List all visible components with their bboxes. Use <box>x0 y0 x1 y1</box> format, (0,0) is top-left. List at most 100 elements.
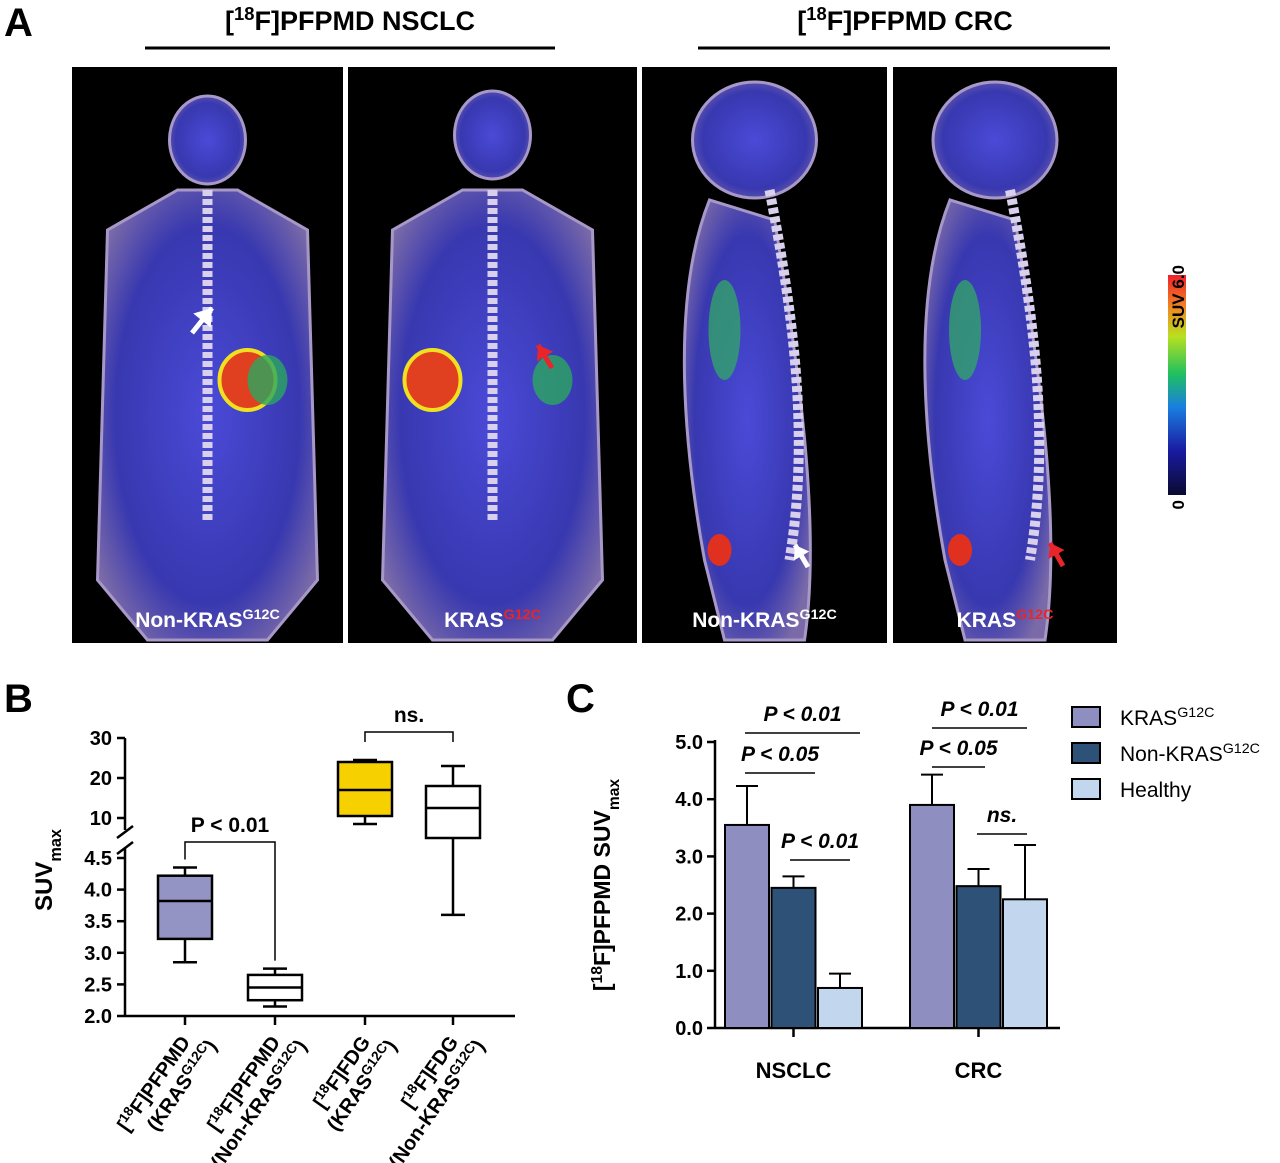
box <box>424 784 482 840</box>
legend-label-part: Non-KRAS <box>1120 743 1223 766</box>
panel-header-part: F]PFPMD NSCLC <box>254 6 474 36</box>
pet-scan <box>348 67 637 643</box>
y-tick-label: 0.0 <box>675 1018 703 1040</box>
y-tick-label: 4.0 <box>675 789 703 811</box>
y-axis-label-sub: max <box>47 829 65 862</box>
panel-header-part: F]PFPMD CRC <box>827 6 1013 36</box>
spine <box>764 189 804 561</box>
x-tick-label: NSCLC <box>756 1058 832 1083</box>
y-tick-label: 4.5 <box>84 848 112 870</box>
color-bar-bottom-label: 0 <box>1169 500 1188 509</box>
scan-label-part: Non-KRAS <box>692 609 799 632</box>
legend-swatch <box>1071 778 1101 800</box>
arrow-head <box>1048 543 1065 560</box>
scan-label-part: KRAS <box>444 609 504 632</box>
bar <box>909 803 955 1029</box>
bar <box>770 886 817 1029</box>
significance-bracket <box>364 731 454 742</box>
x-tick-label: CRC <box>955 1058 1003 1083</box>
bar <box>724 823 770 1029</box>
y-tick-label: 3.5 <box>84 911 112 933</box>
panel-letter: B <box>4 677 33 721</box>
panel-header: [18F]PFPMD NSCLC <box>225 3 475 37</box>
legend-swatch <box>1071 742 1101 764</box>
y-axis-label-part: [ <box>589 983 615 991</box>
scan-label-sup: G12C <box>1016 607 1053 623</box>
legend-label-part: Healthy <box>1120 779 1192 802</box>
arrow-head <box>193 308 212 328</box>
y-tick-label: 30 <box>90 728 112 750</box>
axis-break <box>116 841 134 855</box>
x-tick-label: [18F]PFPMD(KRASG12C) <box>114 1032 222 1135</box>
y-axis-label: SUVmax <box>31 829 65 911</box>
y-tick-label: 3.0 <box>675 846 703 868</box>
panel-header-sup: 18 <box>806 3 826 24</box>
significance-bracket <box>184 841 276 961</box>
y-tick-label: 2.0 <box>84 1006 112 1028</box>
pet-scan <box>642 67 887 643</box>
uptake <box>948 534 972 566</box>
significance-label: P < 0.01 <box>781 830 859 853</box>
legend-label-sup: G12C <box>1223 741 1260 757</box>
significance-label: P < 0.05 <box>919 737 997 760</box>
panel-letter: A <box>4 1 33 45</box>
arrow-head <box>793 545 810 561</box>
panel-header: [18F]PFPMD CRC <box>797 3 1012 37</box>
panel-letter: C <box>566 677 595 721</box>
axis-break <box>116 825 134 839</box>
head <box>931 80 1059 200</box>
color-bar-top-label: SUV 6.0 <box>1169 265 1188 328</box>
legend-label: Healthy <box>1120 779 1192 802</box>
uptake <box>949 280 981 380</box>
x-tick-label: [18F]FDG(KRASG12C) <box>310 1032 402 1135</box>
y-tick-label: 4.0 <box>84 880 112 902</box>
significance-label: ns. <box>394 704 424 727</box>
significance-label: ns. <box>987 804 1017 827</box>
pet-scan <box>72 67 343 643</box>
head <box>691 80 818 200</box>
bar <box>1002 898 1048 1029</box>
significance-label: P < 0.01 <box>763 703 841 726</box>
uptake <box>532 355 573 405</box>
pet-scan <box>893 67 1117 643</box>
scan-label-part: KRAS <box>957 609 1017 632</box>
legend-label: KRASG12C <box>1120 705 1214 730</box>
box <box>156 874 214 941</box>
panel-header-part: [ <box>797 6 806 36</box>
bar <box>955 885 1002 1029</box>
legend-label-sup: G12C <box>1177 705 1214 721</box>
significance-label: P < 0.01 <box>940 698 1018 721</box>
panel-header-sup: 18 <box>234 3 254 24</box>
scan-label: KRASG12C <box>957 607 1054 632</box>
scan-label: Non-KRASG12C <box>135 607 280 632</box>
scan-label: KRASG12C <box>444 607 541 632</box>
y-tick-label: 10 <box>90 808 112 830</box>
y-axis-label-part: SUV <box>31 862 58 911</box>
y-tick-label: 1.0 <box>675 961 703 983</box>
scan-label: Non-KRASG12C <box>692 607 837 632</box>
spine <box>1005 189 1045 561</box>
scan-label-sup: G12C <box>504 607 541 623</box>
uptake <box>708 280 741 380</box>
y-tick-label: 20 <box>90 768 112 790</box>
uptake <box>707 534 732 566</box>
head <box>453 89 532 181</box>
y-axis-label-sub: max <box>606 779 623 811</box>
y-axis-label-part: F]PFPMD SUV <box>589 810 615 967</box>
y-axis-label-sup: 18 <box>589 966 606 984</box>
significance-label: P < 0.01 <box>191 814 270 837</box>
color-bar <box>1168 275 1186 495</box>
scan-label-sup: G12C <box>243 607 280 623</box>
scan-label-sup: G12C <box>800 607 837 623</box>
y-axis-label: [18F]PFPMD SUVmax <box>589 779 623 992</box>
scan-label-part: Non-KRAS <box>135 609 242 632</box>
y-tick-label: 5.0 <box>675 732 703 754</box>
y-tick-label: 2.0 <box>675 904 703 926</box>
panel-header-part: [ <box>225 6 234 36</box>
arrow-head <box>536 345 554 362</box>
legend-swatch <box>1071 706 1101 728</box>
bar <box>817 986 863 1030</box>
uptake <box>402 348 463 412</box>
legend-label: Non-KRASG12C <box>1120 741 1260 766</box>
